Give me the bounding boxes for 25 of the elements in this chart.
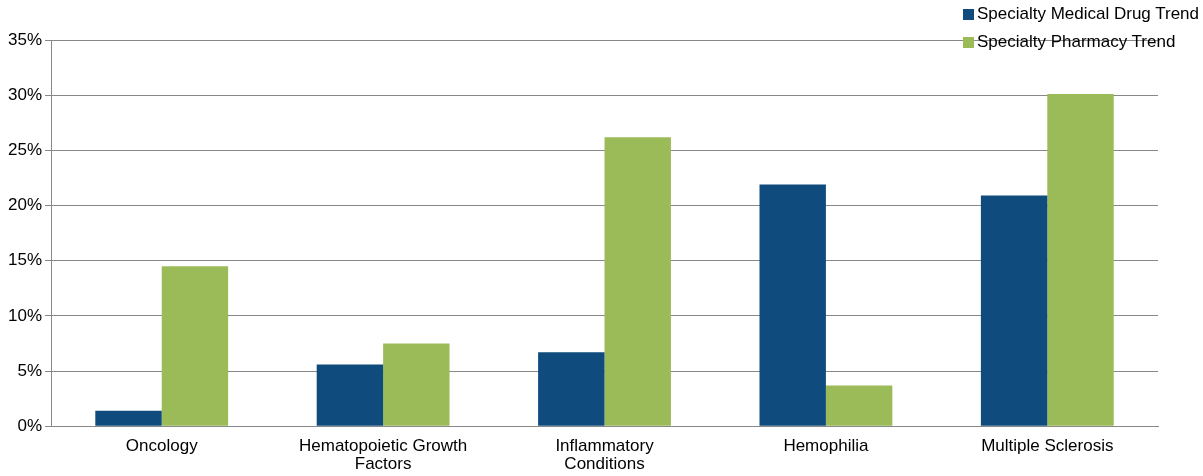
y-tick-label: 15%: [7, 250, 43, 270]
y-tick-label: 20%: [7, 195, 43, 215]
bar: [1047, 94, 1114, 426]
bar: [825, 385, 893, 426]
bar: [604, 137, 671, 426]
x-tick-label: Hemophilia: [783, 435, 869, 455]
legend-label: Specialty Pharmacy Trend: [976, 32, 1176, 52]
bar: [538, 352, 605, 426]
x-tick-label: Multiple Sclerosis: [981, 435, 1114, 455]
y-tick-label: 35%: [7, 29, 43, 49]
bar: [95, 410, 162, 426]
y-tick-label: 10%: [7, 305, 43, 325]
bar: [316, 364, 384, 426]
bar: [161, 266, 229, 426]
legend-label: Specialty Medical Drug Trend: [976, 4, 1199, 24]
bar: [383, 343, 450, 426]
y-tick-label: 0%: [17, 415, 43, 435]
y-tick-label: 30%: [7, 84, 43, 104]
y-tick-label: 5%: [17, 360, 43, 380]
x-tick-label: Inflammatory Conditions: [555, 435, 655, 473]
x-tick-label: Hematopoietic Growth Factors: [299, 435, 468, 473]
bar: [980, 195, 1048, 426]
x-tick-label: Oncology: [125, 435, 199, 455]
bar: [759, 184, 826, 426]
y-tick-label: 25%: [7, 140, 43, 160]
